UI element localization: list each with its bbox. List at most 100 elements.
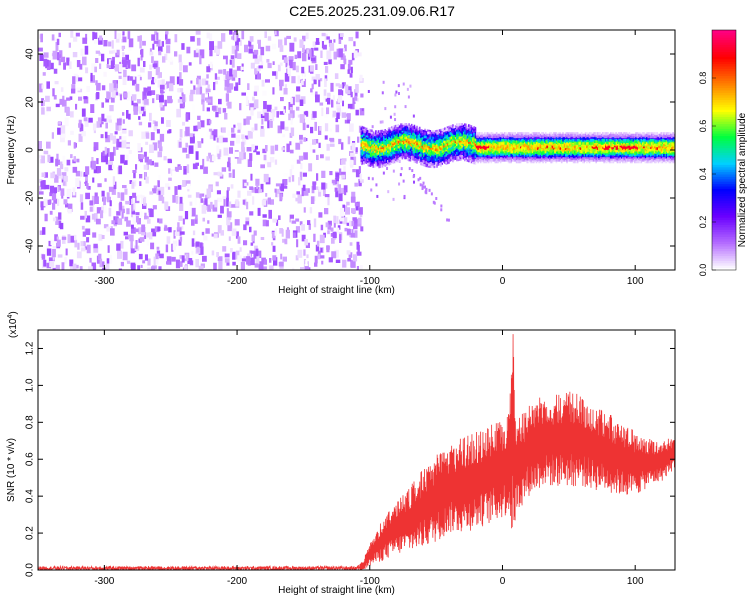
trail-cell [419, 176, 422, 180]
signal-cells [385, 140, 388, 143]
signal-cells [498, 138, 656, 157]
snr-ytick-label: 0.8 [25, 415, 36, 429]
colorbar-swatch [712, 267, 736, 271]
sparse-cell [361, 108, 364, 112]
colorbar-swatch [712, 37, 736, 41]
signal-cells [625, 155, 628, 159]
trail-cell [428, 188, 431, 192]
signal-cells [466, 135, 469, 139]
signal-cells [406, 128, 409, 131]
colorbar-swatch [712, 147, 736, 151]
colorbar-swatch [712, 126, 736, 129]
signal-cells [580, 132, 605, 135]
trail-cell [423, 185, 426, 189]
heatmap-ytick-label: 0 [25, 147, 36, 153]
signal-cells [377, 157, 380, 160]
sparse-cell [400, 167, 403, 171]
colorbar-swatch [712, 164, 736, 168]
heatmap-xtick-label: -100 [360, 276, 380, 287]
colorbar-swatch [712, 243, 736, 247]
signal-cells [434, 148, 437, 152]
trail-cell [435, 197, 438, 201]
noise-cells [329, 42, 335, 51]
signal-cells [534, 137, 536, 140]
signal-cells [592, 138, 595, 142]
snr-xtick-label: -100 [360, 576, 380, 587]
sparse-cell [375, 183, 378, 187]
signal-cells [608, 154, 611, 157]
colorbar-swatch [712, 39, 736, 43]
signal-cells [408, 155, 410, 158]
signal-cells [612, 160, 615, 164]
colorbar-swatch [712, 82, 736, 86]
signal-cells [537, 138, 539, 142]
colorbar-swatch [712, 49, 736, 53]
colorbar-swatch [712, 116, 736, 120]
signal-cells [441, 145, 444, 148]
signal-cells [416, 135, 584, 142]
trail-cell [419, 183, 422, 187]
sparse-cell [393, 112, 396, 116]
signal-cells [466, 142, 469, 145]
noise-cells [55, 82, 346, 265]
colorbar-swatch [712, 130, 736, 134]
signal-cells [586, 145, 588, 149]
sparse-cell [409, 84, 412, 88]
colorbar-swatch [712, 154, 736, 158]
colorbar-swatch [712, 255, 736, 259]
signal-cells [380, 135, 383, 138]
colorbar-swatch [712, 75, 736, 79]
sparse-cell [407, 95, 410, 99]
signal-cells [498, 143, 505, 149]
signal-cells [629, 135, 632, 139]
signal-cells [599, 150, 602, 154]
sparse-cell [376, 194, 379, 198]
signal-cells [489, 138, 491, 142]
colorbar-swatch [712, 219, 736, 223]
signal-cells [421, 149, 424, 153]
signal-cells [617, 145, 620, 149]
colorbar-swatch [712, 262, 736, 266]
noise-cells [310, 88, 313, 93]
noise-cells [63, 199, 68, 205]
trail-cell [447, 218, 450, 222]
colorbar-swatch [712, 202, 736, 206]
sparse-cell [384, 107, 387, 111]
signal-cells [413, 153, 416, 156]
colorbar-swatch [712, 58, 736, 62]
signal-cells [456, 140, 458, 143]
noise-cells [40, 33, 332, 267]
signal-cells [567, 145, 570, 149]
snr-ytick-label: 1.0 [25, 378, 36, 392]
signal-cells [550, 142, 552, 145]
colorbar-swatch [712, 212, 736, 216]
signal-cells [653, 143, 656, 147]
sparse-cell [367, 176, 370, 180]
signal-cells [367, 130, 369, 133]
colorbar-swatch [712, 118, 736, 122]
signal-cells [539, 150, 542, 154]
sparse-cell [370, 188, 373, 192]
signal-cells [430, 136, 433, 140]
noise-cells [144, 98, 149, 105]
signal-cells [433, 145, 442, 150]
signal-cells [487, 135, 490, 139]
signal-cells [510, 148, 513, 152]
signal-cells [430, 150, 433, 153]
colorbar-swatch [712, 176, 736, 180]
colorbar-swatch [712, 78, 736, 81]
colorbar-swatch [712, 54, 736, 57]
colorbar-swatch [712, 193, 736, 197]
colorbar-swatch [712, 135, 736, 139]
signal-cells [648, 152, 651, 155]
sparse-cell [392, 197, 395, 201]
signal-cells [671, 147, 673, 150]
signal-cells [556, 154, 559, 157]
colorbar-swatch [712, 253, 736, 257]
signal-cells [600, 142, 603, 145]
colorbar-swatch [712, 214, 736, 218]
colorbar-frame [711, 29, 737, 271]
signal-cells [538, 152, 540, 155]
noise-cells [321, 182, 326, 190]
colorbar-swatch [712, 248, 736, 252]
